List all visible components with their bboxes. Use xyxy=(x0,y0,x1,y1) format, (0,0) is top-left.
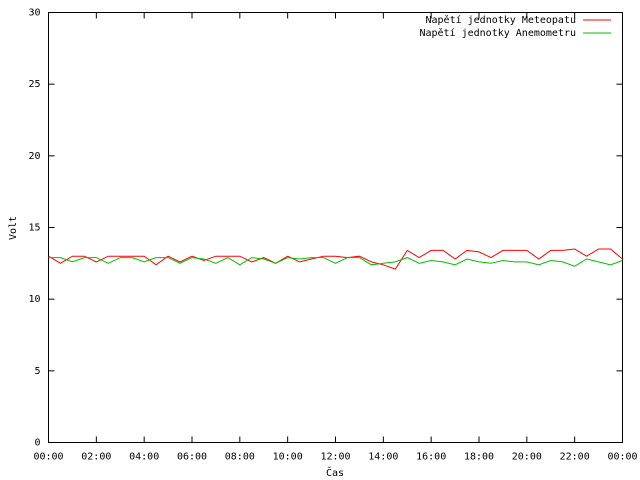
x-axis-label: Čas xyxy=(326,466,344,479)
legend-label: Napětí jednotky Meteopatu xyxy=(425,14,576,26)
y-tick-label: 10 xyxy=(28,294,40,305)
y-tick-label: 5 xyxy=(34,366,40,377)
x-tick-label: 04:00 xyxy=(129,452,159,463)
y-tick-label: 30 xyxy=(28,8,40,19)
plot-frame xyxy=(48,12,623,443)
y-tick-label: 20 xyxy=(28,151,40,162)
x-tick-label: 08:00 xyxy=(225,452,255,463)
x-tick-label: 22:00 xyxy=(560,452,590,463)
x-tick-label: 16:00 xyxy=(416,452,446,463)
x-tick-label: 10:00 xyxy=(273,452,303,463)
y-tick-label: 25 xyxy=(28,79,40,90)
y-axis-label: Volt xyxy=(8,216,19,240)
x-tick-label: 20:00 xyxy=(512,452,542,463)
series-line xyxy=(48,248,623,270)
x-tick-label: 00:00 xyxy=(607,452,637,463)
x-tick-label: 12:00 xyxy=(320,452,350,463)
x-tick-label: 00:00 xyxy=(33,452,63,463)
x-tick-label: 18:00 xyxy=(464,452,494,463)
y-tick-label: 15 xyxy=(28,223,40,234)
x-tick-label: 06:00 xyxy=(177,452,207,463)
legend-label: Napětí jednotky Anemometru xyxy=(419,27,576,39)
x-tick-label: 02:00 xyxy=(81,452,111,463)
series-line xyxy=(48,257,623,267)
y-tick-label: 0 xyxy=(34,438,40,449)
x-tick-label: 14:00 xyxy=(368,452,398,463)
